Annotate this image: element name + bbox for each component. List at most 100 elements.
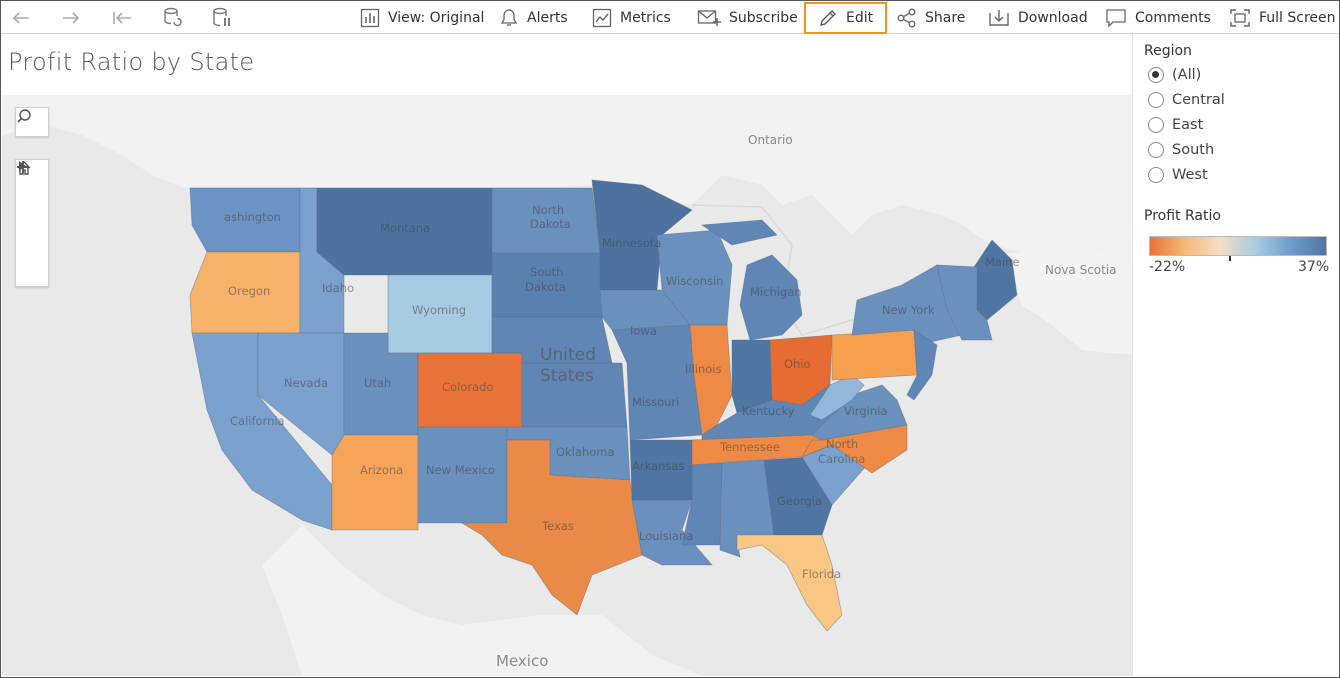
edit-button[interactable]: Edit (804, 2, 888, 34)
state-texas[interactable] (460, 439, 643, 616)
region-option-label: Central (1172, 92, 1225, 108)
page-title: Profit Ratio by State (8, 48, 255, 76)
comments-button[interactable]: Comments (1105, 3, 1211, 33)
alerts-label: Alerts (527, 10, 568, 26)
map-search-button[interactable] (16, 108, 48, 136)
state-north-carolina[interactable] (801, 424, 908, 474)
state-label-minnesota: Minnesota (602, 236, 661, 250)
expand-toolbar-button[interactable] (16, 161, 48, 272)
state-label-colorado: Colorado (442, 380, 493, 394)
subscribe-label: Subscribe (729, 10, 798, 26)
share-label: Share (925, 10, 966, 26)
alerts-button[interactable]: Alerts (499, 3, 568, 33)
metrics-button[interactable]: Metrics (592, 3, 671, 33)
region-option-label: (All) (1172, 67, 1202, 83)
state-label-michigan: Michigan (750, 285, 802, 299)
download-button[interactable]: Download (988, 3, 1088, 33)
canada-east (1002, 245, 1132, 355)
state-label-washington: ashington (224, 210, 281, 224)
state-label-south-dakota: South (530, 265, 563, 279)
geo-label-ontario: Ontario (748, 133, 793, 147)
fullscreen-icon (1230, 9, 1250, 27)
subscribe-button[interactable]: Subscribe (697, 3, 798, 33)
fullscreen-label: Full Screen (1259, 10, 1336, 26)
map-search-control[interactable] (15, 107, 49, 137)
radio-icon (1148, 92, 1164, 108)
state-label-florida: Florida (802, 567, 841, 581)
toolbar: View: Original Alerts Metrics Subscribe … (1, 1, 1339, 34)
legend-min-label: -22% (1149, 259, 1186, 275)
fullscreen-button[interactable]: Full Screen (1229, 3, 1336, 33)
legend-heading: Profit Ratio (1144, 208, 1221, 224)
region-option-west[interactable]: West (1148, 167, 1208, 183)
region-option-south[interactable]: South (1148, 142, 1214, 158)
country-label-2: States (540, 366, 594, 386)
state-label-virginia: Virginia (844, 404, 887, 418)
pause-updates-icon[interactable] (209, 5, 235, 31)
state-label-louisiana: Louisiana (639, 529, 693, 543)
map-zoom-controls (15, 159, 49, 287)
comments-label: Comments (1135, 10, 1211, 26)
forward-arrow-icon[interactable] (58, 5, 84, 31)
state-label-arizona: Arizona (360, 463, 403, 477)
play-triangle-icon (19, 161, 26, 171)
back-arrow-icon[interactable] (8, 5, 34, 31)
state-label-illinois: Illinois (685, 362, 722, 376)
state-label-nevada: Nevada (284, 376, 328, 390)
mail-plus-icon (697, 10, 721, 26)
refresh-data-icon[interactable] (159, 5, 185, 31)
state-label-north-dakota-2: Dakota (530, 217, 571, 231)
country-label: United (540, 345, 596, 365)
us-states (189, 179, 1018, 632)
map-view[interactable]: ashington Oregon Idaho Montana Wyoming N… (2, 95, 1132, 676)
state-label-south-dakota-2: Dakota (525, 280, 566, 294)
chart-icon (360, 8, 380, 28)
region-option-label: East (1172, 117, 1204, 133)
state-label-oregon: Oregon (228, 284, 270, 298)
state-label-iowa: Iowa (630, 324, 657, 338)
zoom-out-button[interactable] (16, 166, 48, 216)
download-icon (989, 10, 1009, 26)
radio-icon (1148, 167, 1164, 183)
download-label: Download (1018, 10, 1088, 26)
radio-icon (1148, 117, 1164, 133)
state-maine[interactable] (971, 239, 1018, 321)
state-label-georgia: Georgia (777, 494, 822, 508)
profit-ratio-color-ramp (1149, 236, 1327, 256)
state-arizona[interactable] (331, 434, 419, 531)
side-panel: Region (All) Central East South West Pro… (1132, 34, 1339, 677)
state-label-north-carolina: North (826, 437, 858, 451)
first-page-icon[interactable] (109, 5, 135, 31)
region-option-central[interactable]: Central (1148, 92, 1225, 108)
bell-icon (500, 9, 518, 26)
geo-label-nova-scotia: Nova Scotia (1045, 263, 1117, 277)
state-label-tennessee: Tennessee (719, 440, 780, 454)
region-option-east[interactable]: East (1148, 117, 1203, 133)
state-michigan[interactable] (700, 219, 803, 341)
view-original-button[interactable]: View: Original (360, 3, 484, 33)
state-label-new-york: New York (882, 303, 935, 317)
state-new-england[interactable] (936, 264, 993, 341)
state-mid-atlantic[interactable] (906, 329, 938, 401)
legend-max-label: 37% (1298, 259, 1330, 275)
metrics-icon (592, 8, 612, 28)
legend-zero-tick (1229, 256, 1231, 261)
region-option-all[interactable]: (All) (1148, 67, 1201, 83)
state-florida[interactable] (736, 534, 843, 632)
state-label-wyoming: Wyoming (412, 303, 466, 317)
state-label-new-mexico: New Mexico (426, 463, 495, 477)
radio-icon (1148, 142, 1164, 158)
state-label-kentucky: Kentucky (742, 404, 795, 418)
state-label-oklahoma: Oklahoma (556, 445, 615, 459)
state-label-texas: Texas (541, 519, 574, 533)
state-label-montana: Montana (380, 221, 430, 235)
state-mississippi[interactable] (681, 462, 723, 546)
state-label-maine: Maine (985, 255, 1020, 269)
pencil-icon (820, 10, 836, 26)
region-option-label: West (1172, 167, 1208, 183)
map-canvas: ashington Oregon Idaho Montana Wyoming N… (2, 95, 1132, 676)
reset-view-button[interactable] (16, 161, 48, 244)
share-button[interactable]: Share (897, 3, 965, 33)
region-option-label: South (1172, 142, 1215, 158)
state-pennsylvania[interactable] (831, 329, 918, 381)
